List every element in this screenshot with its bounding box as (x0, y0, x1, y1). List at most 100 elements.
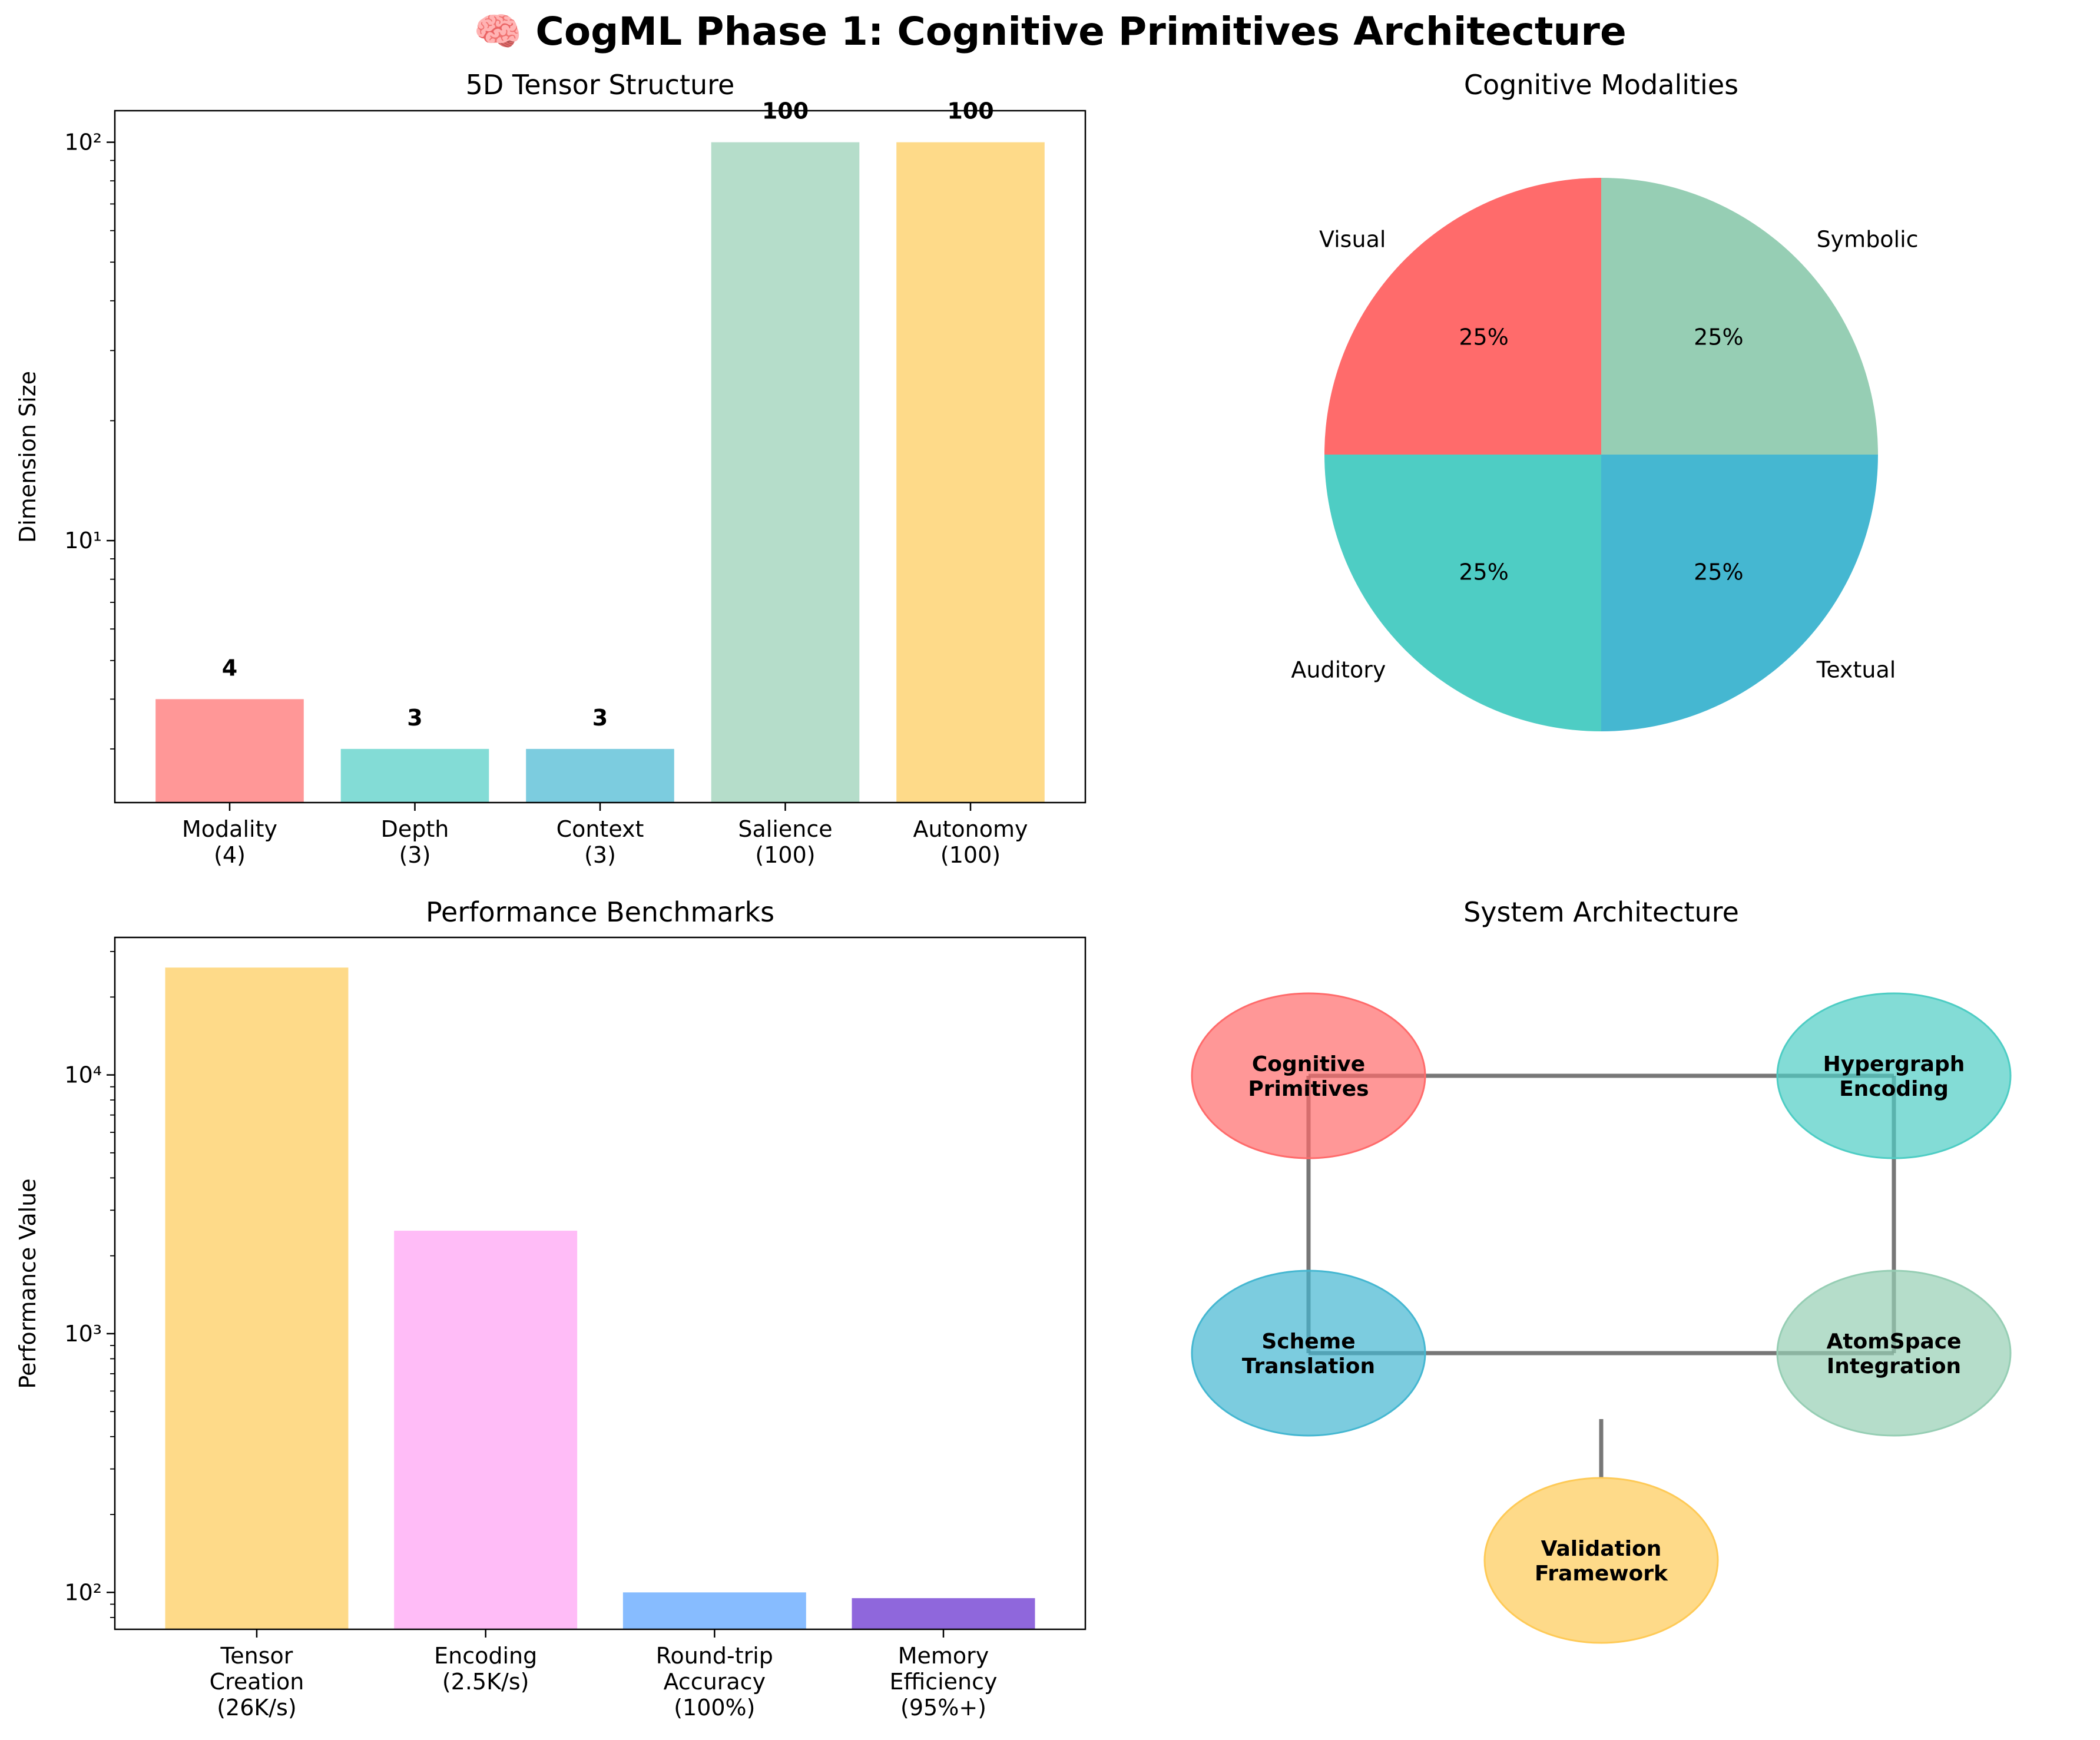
hypergraph-encoding-node (1776, 992, 2012, 1159)
modality-slice (1324, 178, 1601, 455)
tensor-structure-bar (526, 748, 674, 803)
benchmarks-panel: Performance Benchmarks 10² 10³ 10⁴ Tensor C… (15, 896, 1087, 1721)
tensor-structure-title: 5D Tensor Structure (466, 69, 735, 101)
atomspace-integration-label: AtomSpace Integration (1826, 1330, 1961, 1378)
tensor-structure-xtick-label-line: (100) (755, 842, 815, 868)
tensor-structure-ylabel: Dimension Size (15, 371, 41, 543)
benchmarks-xtick-label-line: Creation (210, 1669, 304, 1695)
benchmarks-xtick-label-line: Memory (898, 1643, 989, 1669)
benchmarks-xtick-label-line: (95%+) (900, 1695, 986, 1721)
modality-label: Visual (1319, 226, 1386, 252)
tensor-structure-xtick-label: Autonomy (100) (913, 816, 1028, 868)
atomspace-integration-label-line: Integration (1827, 1354, 1961, 1378)
benchmarks-xtick-label: Memory Efficiency (95%+) (889, 1643, 997, 1721)
benchmarks-xtick-label-line: (100%) (674, 1695, 755, 1721)
cognitive-primitives-label-line: Primitives (1248, 1077, 1369, 1101)
modality-label: Symbolic (1817, 226, 1919, 252)
tensor-structure-xtick-label-line: Autonomy (913, 816, 1028, 842)
benchmarks-ylabel: Performance Value (15, 1178, 41, 1388)
modality-slice (1601, 178, 1878, 455)
scheme-translation-label-line: Translation (1242, 1354, 1375, 1378)
tensor-structure-xtick-label-line: (100) (940, 842, 1001, 868)
tensor-structure-xtick-label: Depth (3) (381, 816, 449, 868)
benchmarks-bar (165, 967, 349, 1629)
tensor-structure-value-label: 3 (407, 705, 422, 731)
tensor-structure-xtick-label: Salience (100) (738, 816, 832, 868)
cognitive-primitives-label-line: Cognitive (1252, 1052, 1365, 1076)
tensor-structure-bar (155, 699, 304, 803)
tensor-structure-bar (340, 748, 489, 803)
scheme-translation-node (1191, 1270, 1426, 1437)
tensor-structure-xtick-label-line: Depth (381, 816, 449, 842)
tensor-structure-xtick-label: Context (3) (557, 816, 644, 868)
benchmarks-y-axis: 10² 10³ 10⁴ (64, 950, 115, 1618)
modality-label: Auditory (1291, 657, 1386, 683)
modalities-panel: Cognitive Modalities Visual 25% Auditory 25… (1291, 69, 1919, 731)
tensor-structure-xtick-label: Modality (4) (182, 816, 277, 868)
modality-percent: 25% (1694, 559, 1743, 585)
tensor-structure-xtick-label-line: Context (557, 816, 644, 842)
architecture-title: System Architecture (1463, 896, 1739, 928)
tensor-structure-xtick-label-line: (3) (399, 842, 431, 868)
tensor-structure-bar (711, 142, 860, 803)
benchmarks-title: Performance Benchmarks (426, 896, 774, 928)
modalities-pie: Visual 25% Auditory 25% Textual 25% Symbolic 25… (1291, 178, 1919, 731)
benchmarks-bar (622, 1592, 806, 1629)
modalities-title: Cognitive Modalities (1464, 69, 1738, 101)
tensor-structure-x-axis: Modality (4)Depth (3)Context (3)Salience (10… (182, 803, 1028, 868)
cognitive-primitives-label: Cognitive Primitives (1248, 1052, 1369, 1101)
benchmarks-x-axis: Tensor Creation (26K/s) Encoding (2.5K/s) Rou… (210, 1629, 998, 1721)
scheme-translation-label-line: Scheme (1261, 1330, 1355, 1354)
validation-framework-node (1483, 1477, 1719, 1644)
hypergraph-encoding-label-line: Encoding (1839, 1077, 1949, 1101)
tensor-structure-xtick-label-line: Modality (182, 816, 277, 842)
benchmarks-plot-frame (114, 936, 1087, 1630)
benchmarks-ytick-label: 10³ (64, 1321, 102, 1347)
tensor-structure-xtick-label-line: Salience (738, 816, 832, 842)
modality-label: Textual (1816, 657, 1896, 683)
tensor-structure-y-axis: 10¹ 10² (64, 130, 115, 750)
atomspace-integration-node (1776, 1270, 2012, 1437)
architecture-panel: System Architecture Cognitive Primitives H… (1191, 896, 2012, 1644)
hypergraph-encoding-label-line: Hypergraph (1823, 1052, 1965, 1076)
benchmarks-bar (394, 1231, 578, 1629)
benchmarks-xtick-label: Tensor Creation (26K/s) (210, 1643, 304, 1721)
benchmarks-xtick-label-line: Tensor (220, 1643, 293, 1669)
tensor-structure-ytick-label: 10¹ (64, 528, 102, 554)
benchmarks-xtick-label-line: Round-trip (656, 1643, 773, 1669)
modality-slice (1601, 455, 1878, 731)
benchmarks-xtick-label-line: Efficiency (889, 1669, 997, 1695)
architecture-nodes: Cognitive Primitives Hypergraph Encoding Sch… (1191, 992, 2012, 1644)
tensor-structure-value-label: 3 (592, 705, 608, 731)
benchmarks-bars (165, 967, 1035, 1629)
modality-percent: 25% (1459, 324, 1508, 350)
benchmarks-xtick-label-line: (26K/s) (217, 1695, 297, 1721)
tensor-structure-xtick-label-line: (3) (584, 842, 616, 868)
validation-framework-label: Validation Framework (1535, 1537, 1668, 1586)
benchmarks-xtick-label-line: Encoding (434, 1643, 537, 1669)
benchmarks-ytick-label: 10² (64, 1579, 102, 1605)
modality-slice (1324, 455, 1601, 731)
benchmarks-xtick-label-line: (2.5K/s) (442, 1669, 529, 1695)
modality-percent: 25% (1459, 559, 1508, 585)
atomspace-integration-label-line: AtomSpace (1826, 1330, 1961, 1354)
scheme-translation-label: Scheme Translation (1242, 1330, 1375, 1378)
validation-framework-label-line: Validation (1541, 1537, 1662, 1561)
tensor-structure-bar (896, 142, 1045, 803)
validation-framework-label-line: Framework (1535, 1562, 1668, 1586)
tensor-structure-xtick-label-line: (4) (214, 842, 246, 868)
hypergraph-encoding-label: Hypergraph Encoding (1823, 1052, 1965, 1101)
cognitive-primitives-node (1191, 992, 1426, 1159)
benchmarks-xtick-label: Encoding (2.5K/s) (434, 1643, 537, 1695)
tensor-structure-value-label: 4 (222, 655, 237, 681)
benchmarks-bar (852, 1598, 1035, 1629)
tensor-structure-ytick-label: 10² (64, 130, 102, 155)
modality-percent: 25% (1694, 324, 1743, 350)
benchmarks-xtick-label: Round-trip Accuracy (100%) (656, 1643, 773, 1721)
tensor-structure-plot-frame (114, 110, 1087, 804)
benchmarks-ytick-label: 10⁴ (64, 1062, 102, 1088)
figure-suptitle: 🧠 CogML Phase 1: Cognitive Primitives Ar… (473, 9, 1626, 54)
